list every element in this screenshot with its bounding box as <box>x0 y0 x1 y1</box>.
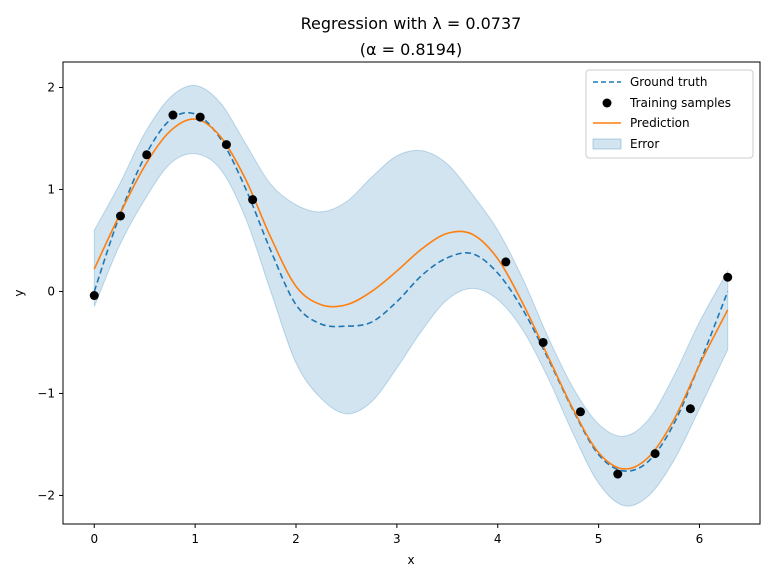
training-sample-point <box>538 337 548 347</box>
ground-truth-line <box>93 111 729 472</box>
y-tick-label: 0 <box>47 284 55 298</box>
legend: Ground truth Training samples Prediction… <box>585 69 754 159</box>
legend-box <box>585 69 754 159</box>
training-sample-point <box>613 469 623 479</box>
axis-ticks: 0 1 2 3 4 5 6 −2 −1 0 1 2 <box>37 80 703 546</box>
training-sample-point <box>650 449 660 459</box>
training-sample-point <box>115 211 125 221</box>
legend-samples-swatch <box>602 98 612 108</box>
chart-subtitle: (α = 0.8194) <box>360 40 463 59</box>
training-sample-point <box>195 112 205 122</box>
training-sample-point <box>142 150 152 160</box>
chart-title: Regression with λ = 0.0737 <box>301 14 522 33</box>
y-tick-label: −2 <box>37 488 55 502</box>
training-sample-point <box>89 291 99 301</box>
legend-error-label: Error <box>630 137 659 151</box>
x-tick-label: 6 <box>696 532 704 546</box>
training-sample-point <box>501 257 511 267</box>
plot-area <box>89 84 733 507</box>
training-sample-point <box>575 407 585 417</box>
x-tick-label: 5 <box>595 532 603 546</box>
x-tick-label: 0 <box>90 532 98 546</box>
training-sample-point <box>685 404 695 414</box>
y-tick-label: 1 <box>47 182 55 196</box>
y-tick-label: −1 <box>37 386 55 400</box>
training-sample-point <box>221 140 231 150</box>
x-tick-label: 4 <box>494 532 502 546</box>
x-axis-label: x <box>407 553 414 567</box>
legend-prediction-label: Prediction <box>630 116 690 130</box>
legend-samples-label: Training samples <box>629 96 731 110</box>
y-axis-label: y <box>12 289 26 296</box>
legend-error-swatch <box>592 138 622 150</box>
x-tick-label: 2 <box>292 532 300 546</box>
y-tick-label: 2 <box>47 80 55 94</box>
training-sample-point <box>723 272 733 282</box>
legend-ground-truth-label: Ground truth <box>630 75 708 89</box>
x-tick-label: 3 <box>393 532 401 546</box>
x-tick-label: 1 <box>191 532 199 546</box>
training-sample-point <box>248 195 258 205</box>
axes-frame <box>62 61 761 525</box>
training-sample-point <box>168 110 178 120</box>
